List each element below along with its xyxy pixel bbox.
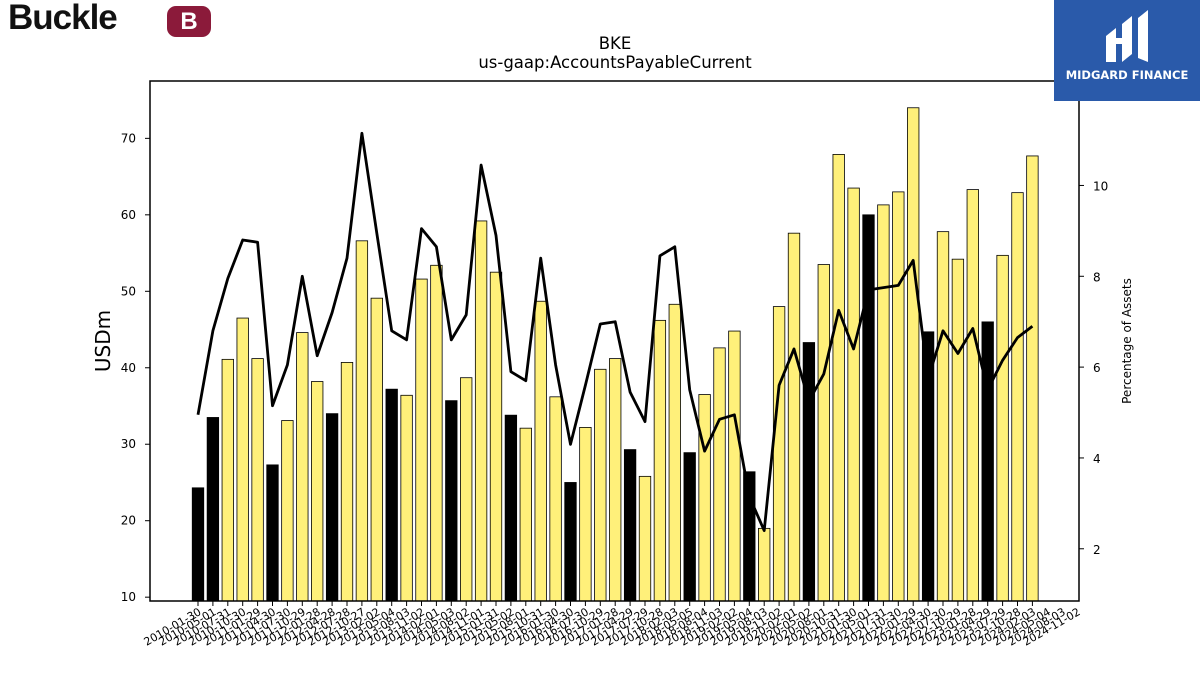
y2-tick-label: 8 xyxy=(1093,270,1101,284)
bar xyxy=(311,381,324,602)
bar xyxy=(206,417,220,602)
plot-frame xyxy=(149,80,1080,602)
bar xyxy=(951,258,965,602)
bar xyxy=(534,300,547,602)
bar xyxy=(653,319,667,602)
bar xyxy=(668,303,681,602)
bar xyxy=(847,187,860,602)
y-tick-label: 30 xyxy=(121,437,136,451)
bars-layer xyxy=(191,107,1039,602)
bar xyxy=(504,414,518,602)
bar xyxy=(385,388,398,602)
bar xyxy=(877,204,890,602)
brand-wordmark: Buckle xyxy=(8,0,118,37)
bar xyxy=(907,107,920,602)
brand-logo: Buckle B xyxy=(4,0,211,40)
bar xyxy=(564,482,577,602)
bar xyxy=(817,264,830,602)
bar xyxy=(340,362,354,602)
bar xyxy=(936,231,950,602)
y2-axis-label: Percentage of Assets xyxy=(1120,278,1134,404)
bar xyxy=(325,413,339,602)
bar xyxy=(594,368,607,602)
bar xyxy=(579,427,592,602)
y2-tick-label: 6 xyxy=(1093,361,1101,375)
y-axis-left: 10 20 30 40 50 60 70 xyxy=(121,131,150,604)
bar xyxy=(191,487,205,602)
bar xyxy=(251,358,264,602)
bar xyxy=(892,191,905,602)
bar xyxy=(430,264,443,602)
bar xyxy=(266,464,279,602)
brand-badge-letter: B xyxy=(180,8,198,35)
bar xyxy=(623,449,637,602)
bar xyxy=(445,400,458,602)
bar xyxy=(355,240,369,602)
bar xyxy=(549,396,562,602)
bar xyxy=(728,330,741,602)
y-tick-label: 40 xyxy=(121,361,136,375)
bar xyxy=(683,452,696,602)
chart-subtitle: us-gaap:AccountsPayableCurrent xyxy=(478,53,752,72)
bar xyxy=(802,342,816,602)
y2-tick-label: 10 xyxy=(1093,179,1108,193)
bar xyxy=(862,214,875,602)
y-axis-label: USDm xyxy=(91,310,115,372)
bar xyxy=(415,278,428,602)
bar xyxy=(489,271,503,602)
watermark-logo: MIDGARD FINANCE xyxy=(1054,0,1200,101)
chart-title: BKE xyxy=(599,34,632,53)
bar xyxy=(400,394,413,602)
bar xyxy=(519,427,532,602)
bar xyxy=(713,347,726,602)
bar xyxy=(221,358,234,602)
line-series xyxy=(196,131,1034,533)
bar xyxy=(1011,192,1024,602)
bar xyxy=(758,527,771,602)
bar xyxy=(966,189,979,602)
y-tick-label: 20 xyxy=(121,514,136,528)
brand-badge-icon: B xyxy=(167,6,211,37)
bar xyxy=(1026,155,1039,602)
y2-tick-label: 4 xyxy=(1093,452,1101,466)
y-tick-label: 70 xyxy=(121,131,136,145)
y-tick-label: 60 xyxy=(121,208,136,222)
bar xyxy=(460,377,473,602)
midgard-logo-icon xyxy=(1106,10,1148,62)
bar xyxy=(996,254,1009,602)
x-axis: 2010-01-302010-07-312011-01-292011-07-30… xyxy=(142,601,1083,649)
y-tick-label: 10 xyxy=(121,590,136,604)
line-layer xyxy=(196,131,1034,533)
y-tick-label: 50 xyxy=(121,284,136,298)
bar xyxy=(638,475,652,602)
bar xyxy=(474,220,488,602)
bar xyxy=(698,394,711,602)
bar xyxy=(832,154,845,602)
y2-tick-label: 2 xyxy=(1093,543,1101,557)
bar xyxy=(609,358,622,602)
y-axis-right: 2 4 6 8 10 xyxy=(1079,179,1108,557)
bar xyxy=(370,297,383,602)
bar xyxy=(787,232,801,602)
bar xyxy=(981,321,994,602)
bar xyxy=(296,332,309,602)
bar xyxy=(236,317,249,602)
bar xyxy=(281,420,294,602)
watermark-text: MIDGARD FINANCE xyxy=(1065,68,1189,82)
bar xyxy=(772,306,786,602)
